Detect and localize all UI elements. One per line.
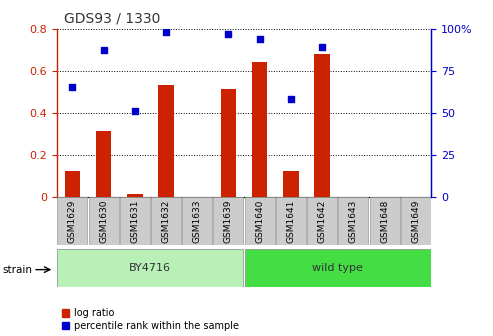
Text: wild type: wild type	[312, 263, 363, 273]
Point	[131, 108, 139, 114]
FancyBboxPatch shape	[401, 197, 431, 245]
Text: GSM1649: GSM1649	[411, 199, 420, 243]
Text: GDS93 / 1330: GDS93 / 1330	[64, 12, 160, 26]
Point	[256, 36, 264, 41]
Point	[318, 44, 326, 50]
FancyBboxPatch shape	[276, 197, 306, 245]
FancyBboxPatch shape	[57, 249, 244, 287]
Text: GSM1641: GSM1641	[286, 199, 295, 243]
Text: BY4716: BY4716	[129, 263, 172, 273]
Legend: log ratio, percentile rank within the sample: log ratio, percentile rank within the sa…	[62, 308, 239, 331]
Point	[162, 29, 170, 35]
FancyBboxPatch shape	[338, 197, 368, 245]
Text: GSM1643: GSM1643	[349, 199, 358, 243]
Point	[69, 85, 76, 90]
FancyBboxPatch shape	[151, 197, 181, 245]
FancyBboxPatch shape	[245, 197, 275, 245]
Text: GSM1633: GSM1633	[193, 199, 202, 243]
Bar	[221, 89, 236, 197]
Bar	[252, 62, 267, 197]
Bar	[65, 171, 80, 197]
Bar	[96, 131, 111, 197]
FancyBboxPatch shape	[57, 197, 87, 245]
FancyBboxPatch shape	[370, 197, 399, 245]
Point	[287, 96, 295, 102]
Text: GSM1648: GSM1648	[380, 199, 389, 243]
Text: GSM1642: GSM1642	[317, 199, 326, 243]
Text: strain: strain	[2, 265, 33, 275]
FancyBboxPatch shape	[245, 249, 431, 287]
Text: GSM1632: GSM1632	[162, 199, 171, 243]
Text: GSM1640: GSM1640	[255, 199, 264, 243]
Text: GSM1630: GSM1630	[99, 199, 108, 243]
Bar	[127, 195, 142, 197]
Text: GSM1639: GSM1639	[224, 199, 233, 243]
Text: GSM1631: GSM1631	[130, 199, 139, 243]
FancyBboxPatch shape	[213, 197, 244, 245]
FancyBboxPatch shape	[307, 197, 337, 245]
Point	[224, 31, 232, 36]
FancyBboxPatch shape	[89, 197, 118, 245]
Bar	[158, 85, 174, 197]
Point	[100, 48, 107, 53]
FancyBboxPatch shape	[120, 197, 150, 245]
Bar	[315, 54, 330, 197]
Text: GSM1629: GSM1629	[68, 199, 77, 243]
FancyBboxPatch shape	[182, 197, 212, 245]
Bar	[283, 171, 299, 197]
